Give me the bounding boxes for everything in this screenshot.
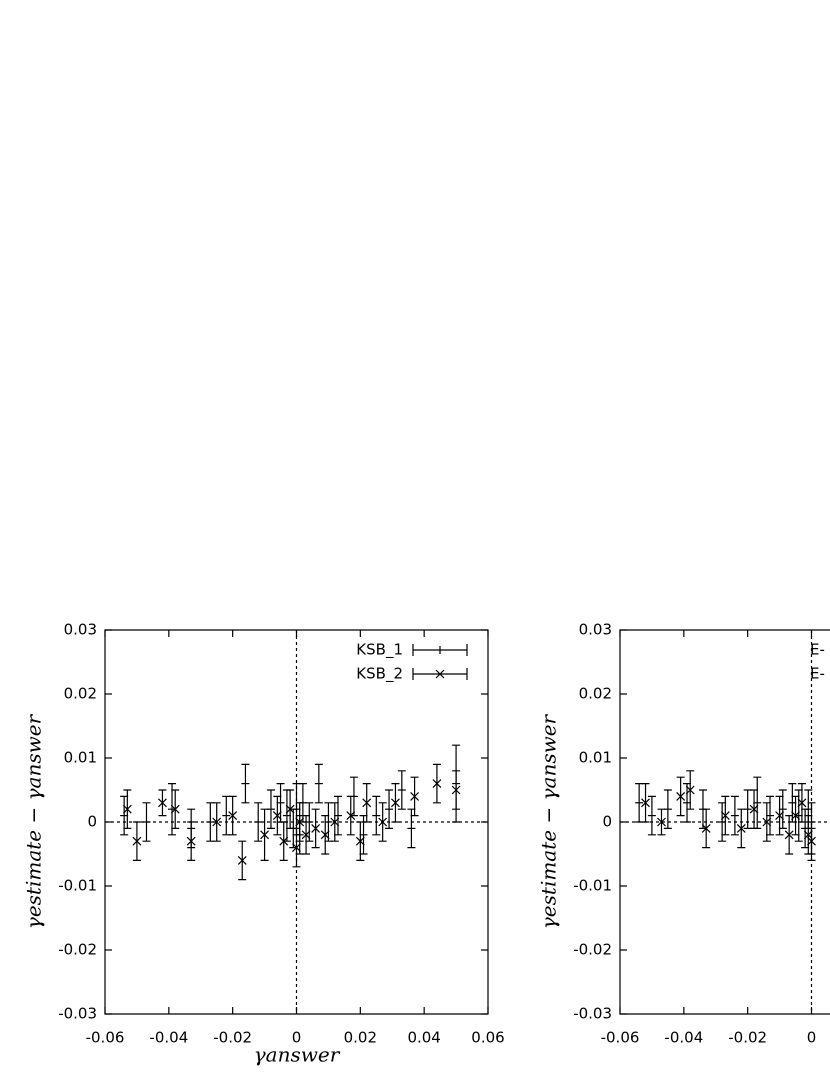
- point: [170, 804, 180, 814]
- point: [132, 836, 142, 846]
- point: [295, 817, 305, 827]
- point: [272, 811, 282, 821]
- point: [791, 811, 800, 821]
- point: [279, 836, 289, 846]
- y-tick-label: 0.02: [64, 685, 97, 703]
- point: [186, 836, 196, 846]
- x-tick-label: 0.06: [471, 1029, 504, 1047]
- point: [720, 811, 730, 821]
- point: [301, 830, 311, 840]
- y-tick-label: -0.03: [58, 1005, 97, 1023]
- legend-label: KSB_2: [356, 665, 403, 684]
- point: [292, 843, 301, 853]
- y-tick-label: 0: [602, 813, 612, 831]
- y-tick-label: -0.02: [573, 941, 612, 959]
- legend-label: KSB_1: [356, 641, 403, 660]
- x-tick-label: 0: [807, 1029, 817, 1047]
- point: [212, 817, 222, 827]
- point: [641, 798, 650, 808]
- legend-sample: [412, 644, 468, 656]
- point: [378, 817, 388, 827]
- x-tick-label: -0.02: [728, 1029, 767, 1047]
- point: [676, 791, 686, 801]
- point: [320, 830, 330, 840]
- point: [362, 798, 372, 808]
- y-tick-label: 0.03: [64, 621, 97, 639]
- point: [355, 836, 365, 846]
- point: [657, 817, 666, 827]
- y-axis-label: γestimate − γanswer: [22, 713, 46, 929]
- point: [775, 811, 785, 821]
- point: [451, 785, 461, 795]
- point: [797, 798, 807, 808]
- y-tick-label: -0.02: [58, 941, 97, 959]
- point: [784, 830, 794, 840]
- x-tick-label: -0.06: [601, 1029, 640, 1047]
- x-tick-label: -0.04: [664, 1029, 703, 1047]
- x-tick-label: 0.04: [407, 1029, 440, 1047]
- legend-sample: [412, 668, 468, 680]
- point: [237, 855, 247, 865]
- point: [330, 817, 340, 827]
- point: [432, 779, 442, 789]
- legend-label: E-: [810, 665, 825, 683]
- x-axis-label: γanswer: [254, 1043, 341, 1067]
- y-tick-label: -0.01: [58, 877, 97, 895]
- point: [749, 804, 759, 814]
- x-tick-label: 0.02: [344, 1029, 377, 1047]
- point: [391, 798, 400, 808]
- point: [285, 804, 295, 814]
- point: [807, 836, 816, 846]
- point: [158, 798, 167, 808]
- y-axis-label: γestimate − γanswer: [537, 713, 561, 929]
- point: [762, 817, 772, 827]
- point: [736, 823, 746, 833]
- point: [311, 823, 321, 833]
- y-tick-label: 0.03: [579, 621, 612, 639]
- y-tick-label: 0: [87, 813, 97, 831]
- x-tick-label: -0.04: [149, 1029, 188, 1047]
- y-tick-label: 0.02: [579, 685, 612, 703]
- x-tick-label: 0: [292, 1029, 302, 1047]
- point: [228, 811, 238, 821]
- y-tick-label: 0.01: [64, 749, 97, 767]
- y-tick-label: -0.03: [573, 1005, 612, 1023]
- point: [685, 785, 695, 795]
- x-tick-label: -0.02: [213, 1029, 252, 1047]
- point: [122, 804, 132, 814]
- point: [701, 823, 711, 833]
- legend-label: E-: [810, 641, 825, 659]
- point: [410, 791, 420, 801]
- y-tick-label: -0.01: [573, 877, 612, 895]
- point: [260, 830, 270, 840]
- x-tick-label: -0.06: [86, 1029, 125, 1047]
- point: [346, 811, 356, 821]
- y-tick-label: 0.01: [579, 749, 612, 767]
